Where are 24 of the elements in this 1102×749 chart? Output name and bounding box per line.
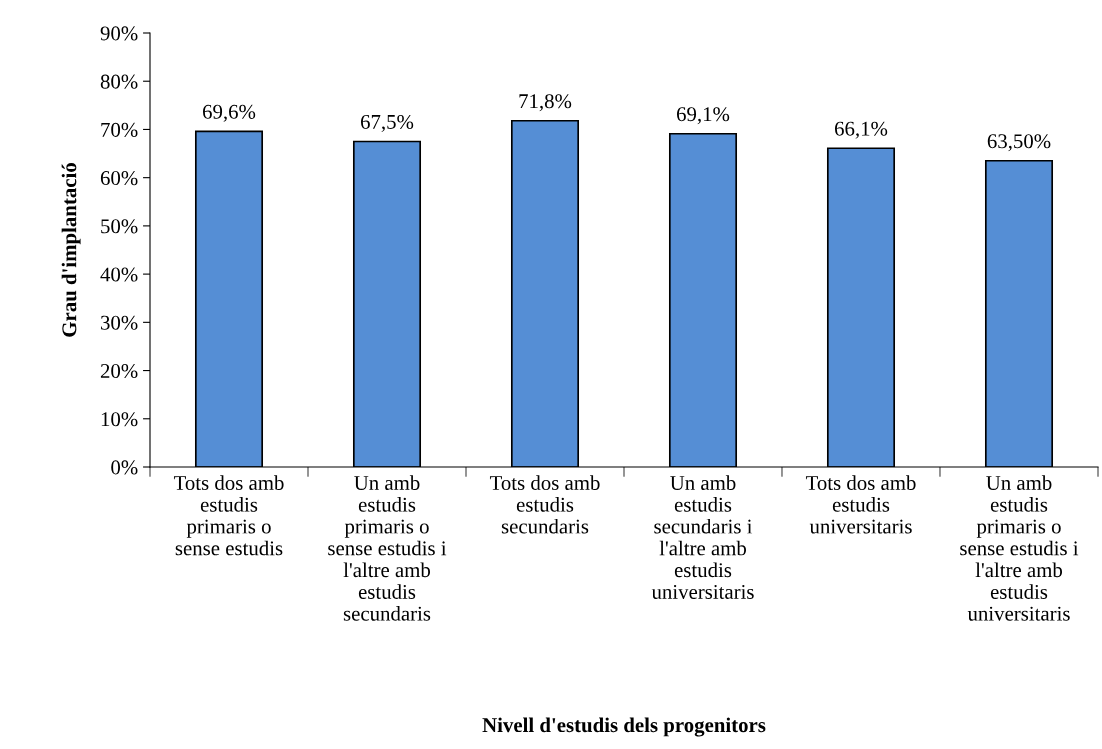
x-tick-label: Un amb estudis secundaris i l'altre amb estudis universitaris bbox=[651, 475, 754, 599]
x-tick-label: Tots dos amb estudis primaris o sense estudis bbox=[173, 475, 284, 556]
x-tick-label: Tots dos amb estudis secundaris bbox=[489, 475, 600, 534]
x-tick-label: Un amb estudis primaris o sense estudis i l'altre amb estudis secundaris bbox=[328, 475, 447, 621]
y-tick-label: 70% bbox=[101, 122, 138, 137]
y-tick-label: 90% bbox=[100, 26, 138, 41]
data-label: 63,50% bbox=[987, 134, 1051, 152]
y-tick-label: 80% bbox=[100, 74, 138, 89]
y-tick-label: 10% bbox=[101, 412, 138, 427]
data-label: 71,8% bbox=[519, 94, 572, 112]
data-label: 66,1% bbox=[834, 121, 888, 139]
y-tick-label: 0% bbox=[111, 460, 138, 475]
y-axis-title: Grau d'implantació bbox=[61, 163, 81, 337]
x-axis-title: Nivell d'estudis dels progenitors bbox=[482, 717, 766, 737]
data-label: 69,1% bbox=[676, 107, 730, 125]
y-tick-label: 50% bbox=[101, 219, 138, 234]
y-tick-label: 30% bbox=[101, 315, 138, 330]
y-tick-label: 60% bbox=[100, 171, 138, 186]
x-tick-label: Tots dos amb estudis universitaris bbox=[805, 475, 916, 534]
y-tick-label: 40% bbox=[100, 267, 138, 282]
data-label: 67,5% bbox=[360, 114, 414, 132]
x-tick-label: Un amb estudis primaris o sense estudis i l'altre amb estudis universitaris bbox=[960, 475, 1079, 621]
y-tick-label: 20% bbox=[100, 363, 138, 379]
data-label: 69,6% bbox=[202, 104, 256, 122]
